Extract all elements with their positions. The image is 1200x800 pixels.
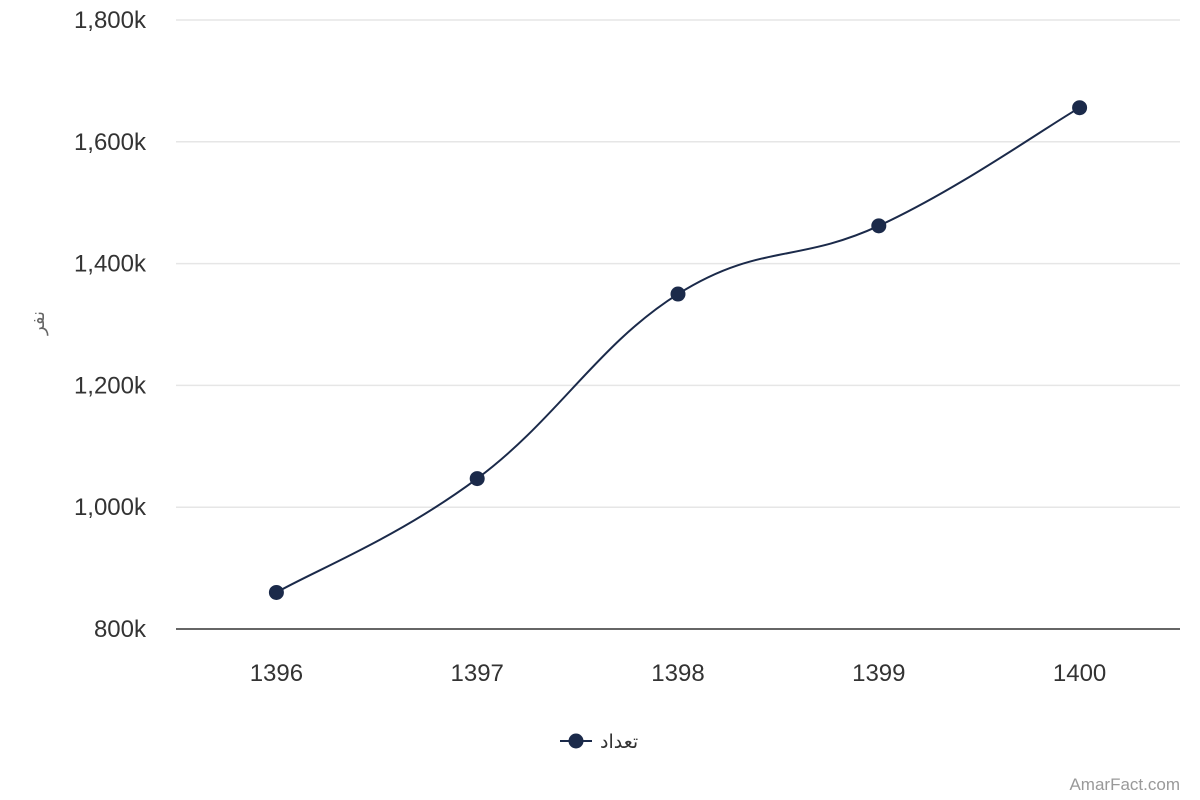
x-tick-label: 1397 bbox=[451, 660, 504, 687]
data-point[interactable] bbox=[1072, 100, 1088, 116]
data-point[interactable] bbox=[670, 286, 686, 302]
x-tick-label: 1396 bbox=[250, 660, 303, 687]
x-tick-label: 1398 bbox=[651, 660, 704, 687]
credit-text[interactable]: AmarFact.com bbox=[1069, 775, 1180, 794]
y-axis-ticks: 800k 1,000k 1,200k 1,400k 1,600k 1,800k bbox=[74, 7, 147, 643]
data-point[interactable] bbox=[871, 218, 887, 234]
y-tick-label: 1,000k bbox=[74, 494, 147, 521]
data-point[interactable] bbox=[469, 471, 485, 487]
x-tick-label: 1400 bbox=[1053, 660, 1106, 687]
legend-dot-marker bbox=[568, 733, 584, 749]
legend[interactable]: تعداد bbox=[560, 731, 638, 753]
y-tick-label: 800k bbox=[94, 616, 147, 643]
series-line bbox=[275, 106, 1081, 594]
x-axis-ticks: 1396 1397 1398 1399 1400 bbox=[250, 660, 1107, 687]
data-points bbox=[268, 100, 1088, 600]
y-tick-label: 1,600k bbox=[74, 129, 147, 156]
x-tick-label: 1399 bbox=[852, 660, 905, 687]
y-axis-label: نفر bbox=[28, 311, 49, 336]
y-tick-label: 1,400k bbox=[74, 251, 147, 278]
y-tick-label: 1,200k bbox=[74, 372, 147, 399]
y-tick-label: 1,800k bbox=[74, 7, 147, 34]
data-point[interactable] bbox=[268, 584, 284, 600]
grid-lines bbox=[176, 19, 1180, 508]
legend-item-label: تعداد bbox=[600, 731, 638, 753]
